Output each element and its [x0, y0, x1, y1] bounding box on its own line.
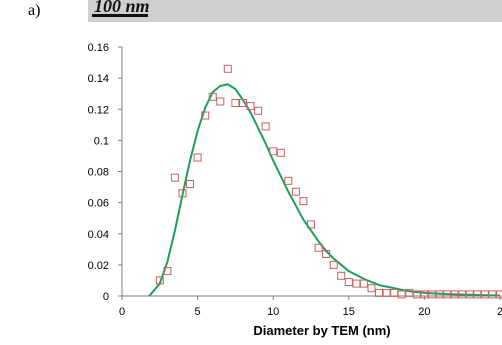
- y-tick-label: 0.02: [88, 260, 109, 272]
- data-point: [367, 284, 376, 293]
- data-point: [329, 260, 338, 269]
- data-point: [269, 147, 278, 156]
- x-tick-label: 15: [343, 306, 355, 318]
- data-point: [314, 243, 323, 252]
- data-point: [359, 279, 368, 288]
- scale-bar-label: 100 nm: [94, 0, 150, 16]
- data-point: [375, 288, 383, 297]
- data-point: [163, 267, 172, 276]
- data-point: [397, 290, 406, 299]
- data-point: [193, 153, 202, 162]
- y-tick-label: 0.14: [88, 73, 109, 85]
- y-tick-label: 0.04: [88, 229, 109, 241]
- x-axis-label: Diameter by TEM (nm): [253, 323, 390, 338]
- data-point: [352, 279, 361, 288]
- data-point: [412, 290, 421, 299]
- data-point: [208, 92, 217, 101]
- data-point: [435, 290, 444, 299]
- data-point: [254, 106, 263, 115]
- data-point: [231, 99, 240, 107]
- y-tick-label: 0.06: [88, 198, 109, 210]
- data-point: [496, 290, 502, 299]
- data-point: [450, 290, 459, 299]
- panel-label: a): [28, 2, 41, 19]
- data-point: [155, 276, 164, 285]
- y-tick-label: 0.12: [88, 104, 109, 116]
- x-tick-label: 0: [119, 306, 125, 318]
- data-point: [186, 180, 194, 188]
- data-point: [284, 176, 293, 185]
- y-tick-label: 0.1: [94, 135, 109, 147]
- data-point: [170, 173, 179, 182]
- data-point: [299, 197, 308, 206]
- data-point: [246, 102, 255, 111]
- data-point: [201, 111, 210, 120]
- data-points-layer: [155, 64, 502, 299]
- y-tick-label: 0.08: [88, 167, 109, 179]
- data-point: [291, 187, 300, 196]
- data-point: [322, 250, 331, 258]
- data-point: [216, 97, 225, 106]
- x-tick-label: 20: [418, 306, 430, 318]
- y-tick-label: 0.16: [88, 42, 109, 54]
- data-point: [261, 122, 270, 131]
- y-tick-label: 0: [103, 291, 109, 303]
- data-point: [307, 220, 315, 229]
- data-point: [488, 290, 497, 299]
- tem-image-strip: 100 nm: [88, 0, 502, 22]
- data-point: [223, 64, 232, 73]
- data-point: [178, 189, 187, 198]
- data-point: [420, 290, 429, 299]
- data-point: [276, 148, 285, 157]
- data-point: [458, 290, 467, 299]
- scale-bar: [92, 14, 148, 17]
- data-point: [337, 271, 346, 280]
- x-tick-label: 10: [267, 306, 279, 318]
- data-point: [344, 278, 353, 286]
- axes: 0 0.02 0.04 0.06 0.08 0.1 0.12 0.14 0.16 0 5 10 15 20…: [88, 42, 502, 318]
- x-tick-label: 5: [195, 306, 201, 318]
- data-point: [382, 288, 391, 297]
- data-point: [390, 288, 399, 297]
- x-tick-label: 2: [497, 306, 502, 318]
- data-point: [473, 290, 482, 299]
